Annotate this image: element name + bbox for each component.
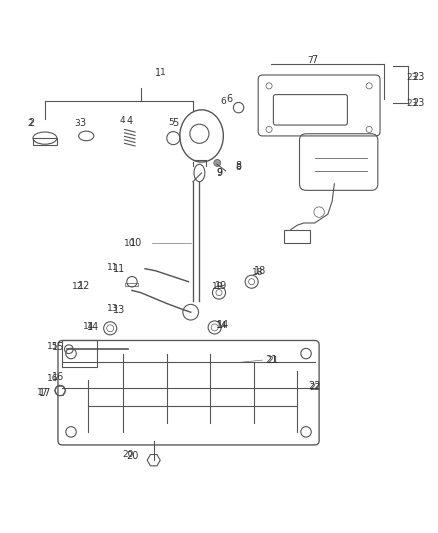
Text: 10: 10 bbox=[130, 238, 142, 247]
Text: 5: 5 bbox=[172, 118, 179, 128]
Text: 23: 23 bbox=[406, 72, 417, 82]
Text: 7: 7 bbox=[307, 56, 313, 65]
Text: 10: 10 bbox=[124, 239, 135, 248]
Text: 1: 1 bbox=[155, 68, 161, 78]
Text: 8: 8 bbox=[236, 163, 241, 172]
Text: 6: 6 bbox=[227, 94, 233, 104]
Text: 15: 15 bbox=[47, 342, 59, 351]
Text: 14: 14 bbox=[83, 321, 94, 330]
Text: 13: 13 bbox=[106, 304, 118, 313]
Text: 9: 9 bbox=[216, 168, 222, 177]
Text: 23: 23 bbox=[406, 99, 417, 108]
Text: 11: 11 bbox=[113, 264, 125, 273]
Text: 17: 17 bbox=[37, 388, 49, 397]
Text: 11: 11 bbox=[106, 263, 118, 272]
Text: 21: 21 bbox=[268, 357, 279, 366]
Text: 18: 18 bbox=[252, 268, 264, 277]
Text: 16: 16 bbox=[52, 373, 64, 383]
Text: 19: 19 bbox=[212, 282, 223, 292]
Text: 7: 7 bbox=[311, 55, 318, 65]
Text: 21: 21 bbox=[265, 355, 277, 365]
Text: 2: 2 bbox=[29, 118, 35, 128]
Text: 17: 17 bbox=[39, 387, 51, 398]
Text: 19: 19 bbox=[215, 281, 227, 291]
Text: 9: 9 bbox=[216, 168, 222, 178]
Text: 22: 22 bbox=[308, 381, 321, 391]
Text: 12: 12 bbox=[72, 282, 83, 292]
Text: 5: 5 bbox=[168, 118, 174, 127]
Text: 2: 2 bbox=[27, 119, 32, 128]
Text: 22: 22 bbox=[309, 383, 320, 392]
Bar bbox=[125, 282, 138, 286]
Text: 23: 23 bbox=[413, 98, 425, 108]
Bar bbox=[33, 138, 57, 144]
Text: 16: 16 bbox=[47, 374, 59, 383]
Text: 23: 23 bbox=[413, 72, 425, 82]
Bar bbox=[284, 230, 311, 243]
Text: 18: 18 bbox=[254, 266, 266, 276]
Text: 15: 15 bbox=[52, 342, 64, 352]
Text: 4: 4 bbox=[127, 116, 133, 126]
Text: 4: 4 bbox=[120, 116, 125, 125]
Text: 3: 3 bbox=[79, 118, 85, 128]
Text: 12: 12 bbox=[78, 281, 90, 291]
Text: 14: 14 bbox=[217, 320, 230, 330]
Text: 6: 6 bbox=[220, 98, 226, 107]
Text: 3: 3 bbox=[74, 119, 81, 128]
Text: 13: 13 bbox=[113, 305, 125, 315]
Text: 8: 8 bbox=[236, 161, 242, 172]
Text: 14: 14 bbox=[215, 321, 227, 330]
Text: 14: 14 bbox=[87, 322, 99, 333]
Circle shape bbox=[214, 159, 221, 166]
Text: 20: 20 bbox=[122, 450, 133, 459]
Text: 20: 20 bbox=[126, 451, 138, 461]
Text: 1: 1 bbox=[159, 68, 165, 77]
